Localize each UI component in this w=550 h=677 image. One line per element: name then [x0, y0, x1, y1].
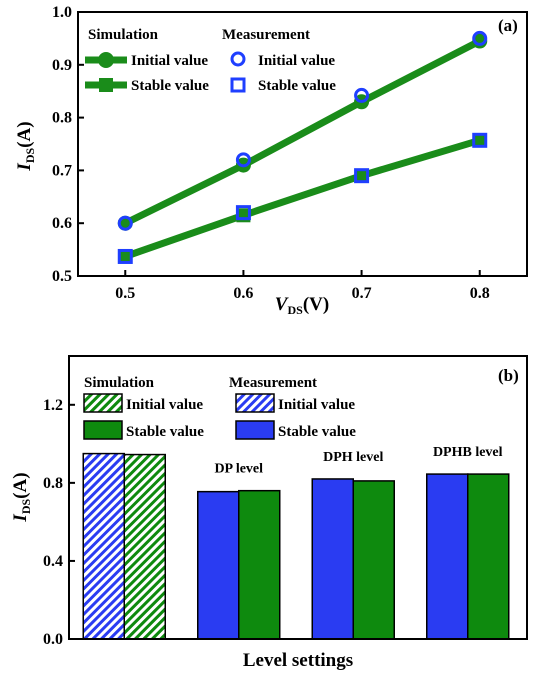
bar-legend-meas-initial-swatch [235, 393, 275, 413]
line-y-tick-label: 1.0 [52, 4, 72, 21]
bar-legend-measurement-heading: Measurement [229, 375, 317, 391]
bar-legend-simulation-heading: Simulation [84, 375, 155, 391]
legend-sim-initial-marker [98, 52, 114, 68]
bar-legend-sim-initial-swatch [83, 393, 123, 413]
legend-meas-initial-label: Initial value [258, 53, 335, 69]
line-y-tick-label: 0.9 [52, 57, 72, 74]
point-meas-stable [354, 168, 370, 184]
point-sim-stable [354, 168, 369, 183]
line-x-tick-label: 0.5 [115, 285, 135, 302]
bar-measurement [197, 490, 240, 640]
bar-chart-panel: 0.0 0.4 0.8 1.2 DP level DPH level DPHB level… [10, 355, 528, 671]
line-y-axis-label-sub: DS [23, 147, 37, 163]
line-x-axis-label-main: V [275, 294, 289, 315]
point-meas-stable [235, 205, 251, 221]
legend-meas-stable-marker [230, 77, 246, 93]
series-line-1 [124, 136, 481, 260]
line-y-axis-label: IDS(A) [14, 121, 37, 171]
legend-sim-stable-marker [99, 78, 113, 92]
bar-legend-meas-initial-label: Initial value [278, 397, 355, 413]
line-y-tick-label: 0.7 [52, 162, 72, 179]
bar-legend-sim-stable-label: Stable value [126, 424, 204, 440]
line-x-axis-label-unit: (V) [303, 294, 329, 315]
line-chart-panel: 0.5 0.6 0.7 0.8 0.5 0.6 0.7 0.8 0.9 1.0 (a) Simul… [14, 4, 528, 317]
bar-legend-sim-initial-label: Initial value [126, 397, 203, 413]
line-y-axis-label-unit: (A) [14, 121, 35, 147]
bar-legend-meas-stable-swatch [235, 420, 275, 440]
bar-measurement [426, 473, 469, 640]
bar-simulation [238, 489, 281, 640]
series-line-0 [123, 37, 482, 227]
line-chart-frame [77, 11, 528, 277]
line-legend: Simulation Measurement Initial value Sta… [85, 27, 336, 94]
legend-sim-stable-label: Stable value [131, 78, 209, 94]
legend-measurement-heading: Measurement [222, 27, 310, 43]
bar-y-tick-label: 0.0 [43, 631, 63, 648]
bar-chart-frame [68, 355, 528, 640]
panel-label-b: (b) [498, 366, 519, 385]
legend-sim-initial-label: Initial value [131, 53, 208, 69]
bar-y-axis-label: IDS(A) [10, 472, 33, 522]
bar-category-label: DP level [214, 462, 263, 477]
bar-chart-ticks: 0.0 0.4 0.8 1.2 [43, 397, 75, 648]
bar-legend: Simulation Measurement Initial value Sta… [83, 375, 356, 440]
point-meas-initial [117, 215, 133, 231]
bar-y-tick-label: 1.2 [43, 397, 63, 414]
line-chart-ticks: 0.5 0.6 0.7 0.8 0.5 0.6 0.7 0.8 0.9 1.0 [52, 4, 490, 302]
point-meas-initial [472, 30, 488, 46]
bar-measurement [311, 478, 354, 640]
point-meas-stable [117, 248, 133, 264]
point-meas-stable [472, 132, 488, 148]
line-x-axis-label: VDS(V) [275, 294, 329, 317]
bar-chart-marks [82, 452, 510, 640]
bar-category-labels: DP level DPH level DPHB level [214, 445, 502, 477]
bar-y-axis-label-main: I [10, 514, 31, 523]
bar-simulation [123, 453, 166, 640]
point-meas-initial [354, 87, 370, 103]
panel-label-a: (a) [498, 16, 518, 35]
line-y-tick-label: 0.8 [52, 110, 72, 127]
bar-category-label: DPHB level [433, 445, 503, 460]
bar-y-tick-label: 0.4 [43, 553, 63, 570]
line-chart-marks [117, 30, 488, 264]
line-x-tick-label: 0.6 [233, 285, 253, 302]
legend-meas-stable-label: Stable value [258, 78, 336, 94]
line-x-axis-label-sub: DS [287, 303, 303, 317]
legend-meas-initial-marker [230, 51, 246, 67]
bar-simulation [467, 473, 510, 640]
bar-legend-meas-stable-label: Stable value [278, 424, 356, 440]
bar-measurement [82, 452, 125, 640]
point-sim-stable [118, 249, 133, 264]
line-y-tick-label: 0.6 [52, 215, 72, 232]
bar-legend-sim-stable-swatch [83, 420, 123, 440]
bar-y-axis-label-sub: DS [19, 498, 33, 514]
point-sim-stable [472, 133, 487, 148]
point-meas-initial [235, 152, 251, 168]
line-y-axis-label-main: I [14, 163, 35, 172]
line-x-tick-label: 0.7 [352, 285, 372, 302]
bar-y-tick-label: 0.8 [43, 475, 63, 492]
legend-simulation-heading: Simulation [88, 27, 159, 43]
bar-x-axis-label: Level settings [243, 650, 353, 671]
bar-simulation [352, 480, 395, 640]
line-x-tick-label: 0.8 [470, 285, 490, 302]
bar-category-label: DPH level [323, 450, 383, 465]
line-y-tick-label: 0.5 [52, 268, 72, 285]
bar-y-axis-label-unit: (A) [10, 472, 31, 498]
